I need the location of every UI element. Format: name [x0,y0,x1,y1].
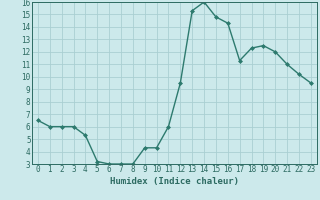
X-axis label: Humidex (Indice chaleur): Humidex (Indice chaleur) [110,177,239,186]
